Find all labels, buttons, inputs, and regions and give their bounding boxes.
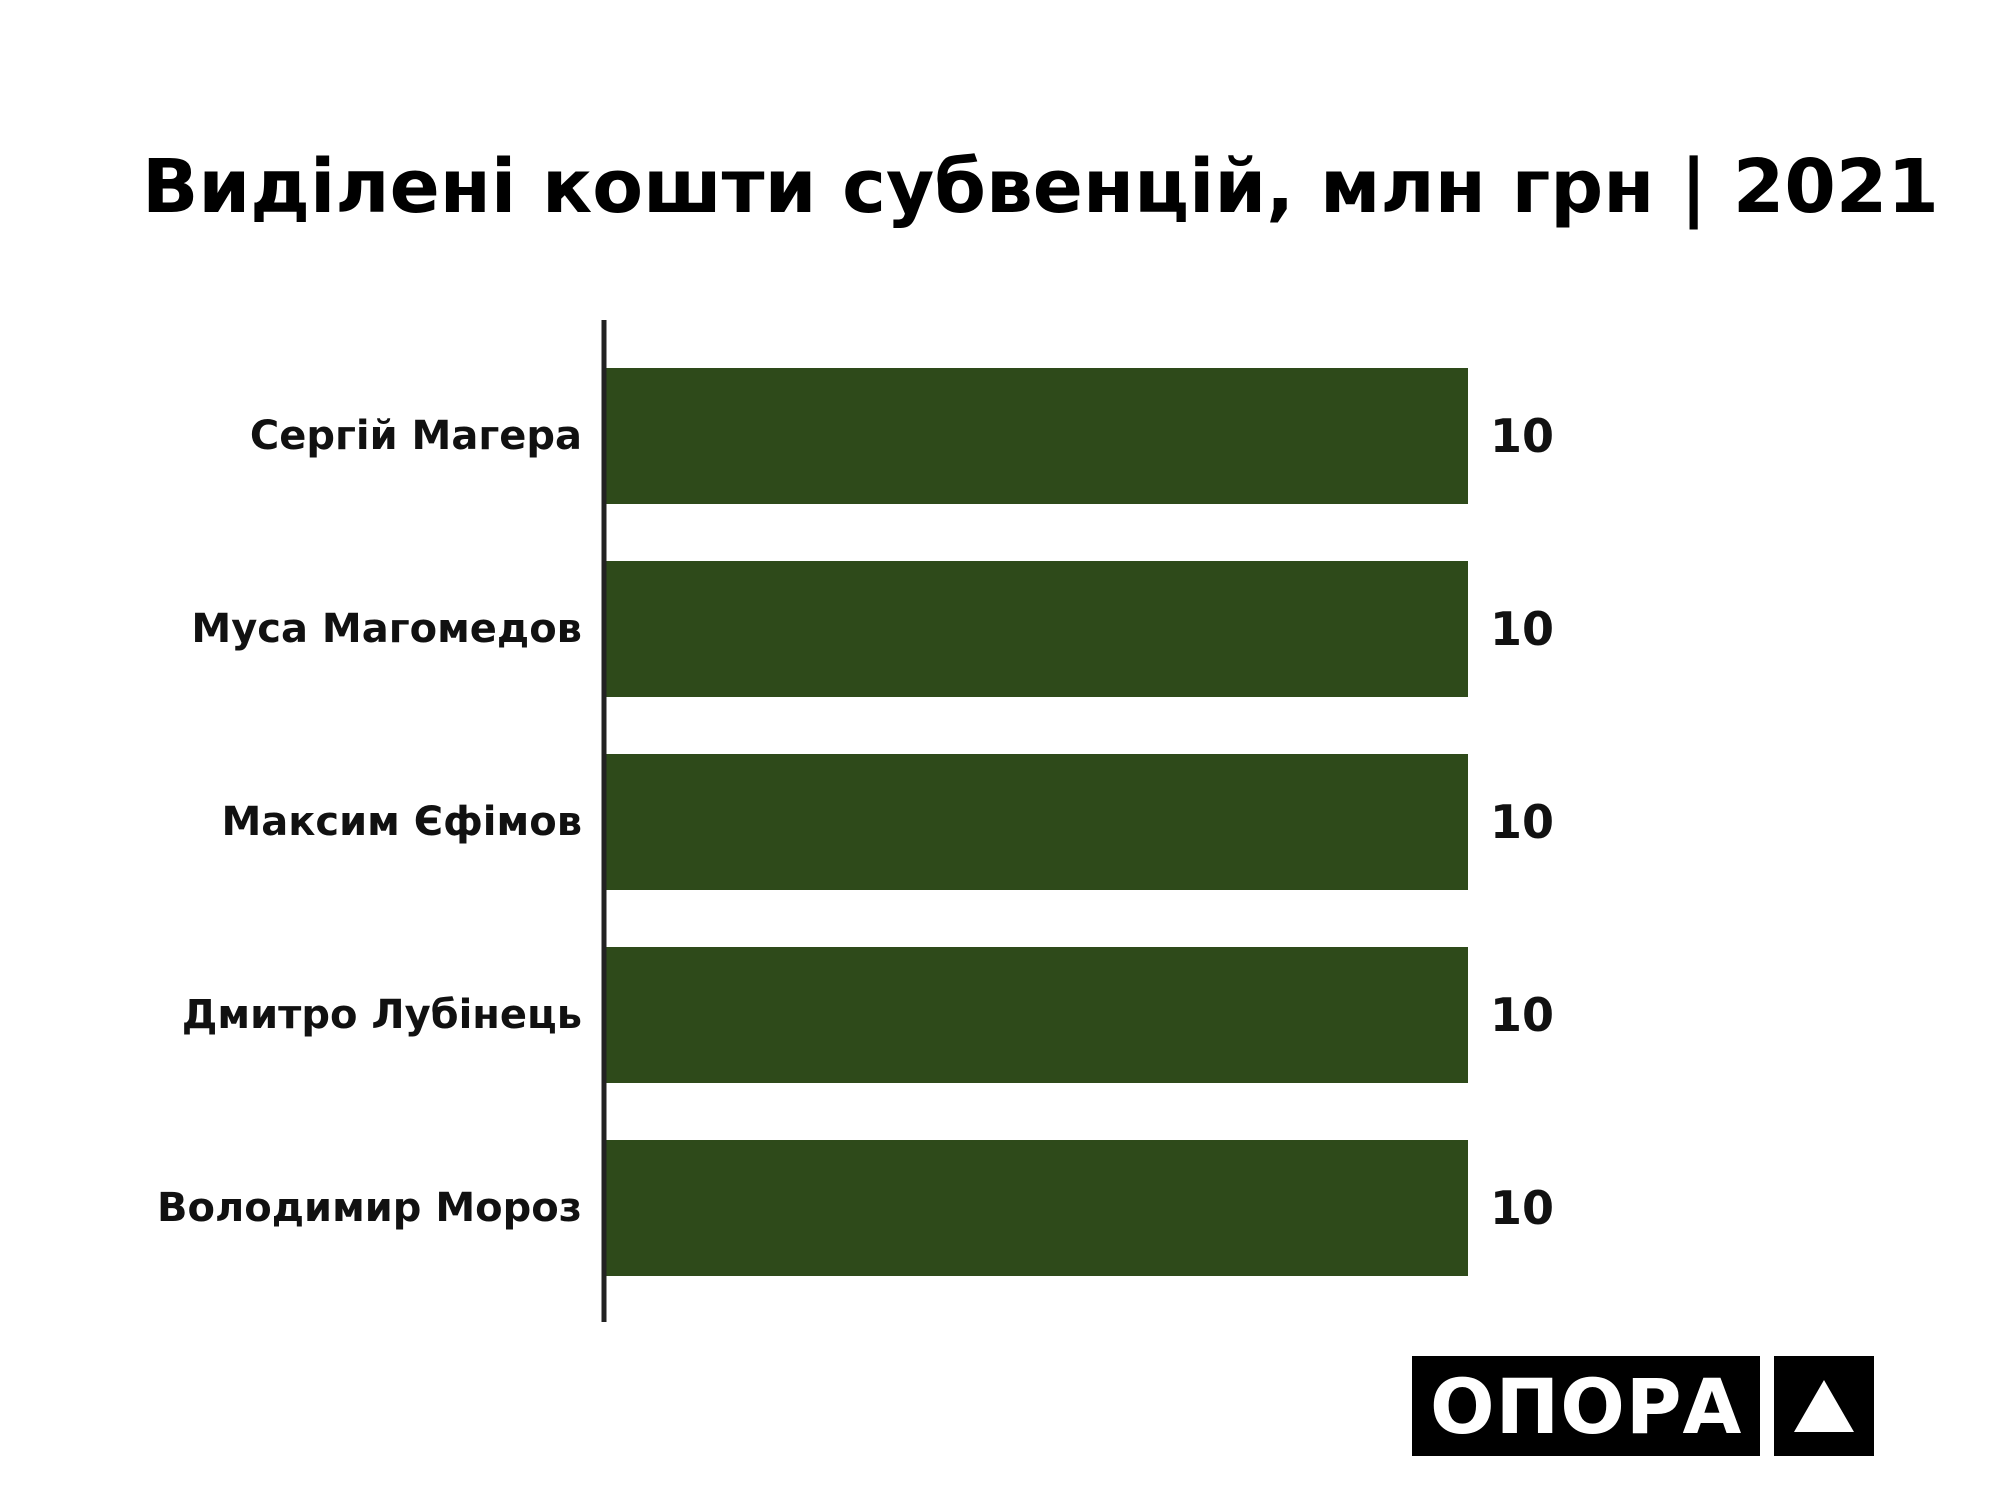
bars-layer: Сергій Магера 10 Муса Магомедов 10 Максим Єф… [157,368,1554,1276]
category-label: Сергій Магера [250,413,582,459]
value-label: 10 [1490,602,1554,656]
chart-title: Виділені кошти субвенцій, млн грн | 2021 [142,144,1939,230]
triangle-up-icon [1774,1356,1875,1456]
category-label: Володимир Мороз [157,1185,582,1231]
value-label: 10 [1490,409,1554,463]
category-label: Муса Магомедов [191,606,582,652]
value-label: 10 [1490,1181,1554,1235]
category-label: Дмитро Лубінець [182,992,582,1038]
category-label: Максим Єфімов [221,799,582,845]
bar [604,754,1468,890]
bar [604,561,1468,697]
value-label: 10 [1490,795,1554,849]
opora-logo: ОПОРА [1412,1356,1875,1456]
bar [604,368,1468,504]
bar [604,1140,1468,1276]
value-label: 10 [1490,988,1554,1042]
bar [604,947,1468,1083]
logo-text: ОПОРА [1412,1356,1761,1456]
